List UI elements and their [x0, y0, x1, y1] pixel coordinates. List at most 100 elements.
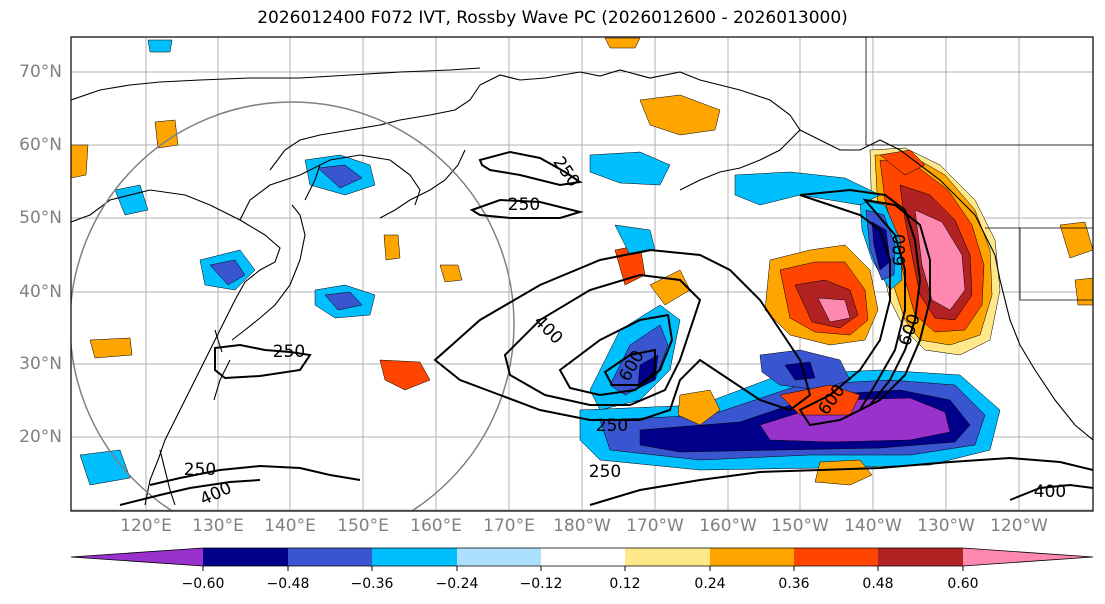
negative-anomaly — [871, 221, 891, 271]
negative-anomaly — [637, 354, 659, 389]
colorbar-tick-label: 0.24 — [694, 576, 726, 592]
map-frame — [70, 36, 1094, 512]
negative-anomaly — [734, 171, 881, 206]
colorbar-segment — [794, 548, 878, 566]
colorbar-tick-label: 0.36 — [778, 576, 810, 592]
coastline — [269, 84, 481, 171]
longitude-label: 130°W — [917, 516, 975, 536]
colorbar-tick-label: −0.24 — [435, 576, 479, 592]
ivt-contour-line — [469, 198, 584, 219]
negative-anomaly — [147, 39, 173, 53]
longitude-label: 170°E — [483, 516, 535, 536]
colorbar-tick-label: −0.60 — [181, 576, 225, 592]
coastline — [479, 69, 801, 131]
ivt-contour-line — [478, 150, 583, 187]
colorbar-tick-label: −0.48 — [266, 576, 310, 592]
coastlines — [71, 37, 1093, 506]
positive-anomaly — [677, 389, 721, 426]
figure-title: 2026012400 F072 IVT, Rossby Wave PC (202… — [257, 8, 848, 28]
coastline — [679, 129, 801, 191]
contour-label: 250 — [508, 195, 540, 215]
positive-anomaly — [817, 297, 851, 323]
longitude-label: 120°E — [120, 516, 172, 536]
colorbar-segment — [288, 548, 372, 566]
coastline — [71, 67, 481, 101]
ivt-contour-line — [589, 456, 1093, 506]
contour-label: 400 — [1034, 482, 1066, 502]
ivt-contour-line — [214, 343, 312, 380]
colorbar-segment — [625, 548, 710, 566]
colorbar-tick-label: 0.48 — [862, 576, 894, 592]
ivt-contour-line — [1009, 483, 1093, 501]
longitude-label: 130°E — [192, 516, 244, 536]
positive-anomaly — [71, 144, 89, 179]
positive-anomaly — [89, 337, 133, 359]
political-border — [1019, 228, 1093, 301]
ivt-contour-line — [119, 479, 261, 506]
longitude-label: 150°W — [771, 516, 829, 536]
negative-anomaly — [324, 291, 363, 311]
colorbar-segment — [203, 548, 288, 566]
longitude-label: 150°E — [337, 516, 389, 536]
colorbar-tick-label: 0.12 — [609, 576, 641, 592]
colorbar-segment — [372, 548, 457, 566]
colorbar-segment — [878, 548, 963, 566]
longitude-label: 160°W — [699, 516, 757, 536]
positive-anomaly — [879, 149, 926, 176]
colorbar-segment — [963, 548, 1093, 566]
ivt-contour-line — [149, 464, 361, 486]
positive-anomaly — [439, 264, 463, 283]
rossby-wave-shading — [71, 37, 1093, 486]
contour-label: 250 — [184, 460, 216, 480]
ivt-contour-line — [798, 188, 922, 427]
colorbar-segment — [710, 548, 794, 566]
coastline — [304, 164, 321, 201]
colorbar-tick-label: 0.60 — [947, 576, 979, 592]
positive-anomaly — [1074, 277, 1093, 306]
ivt-contour-line — [603, 348, 656, 386]
ivt-contours — [119, 150, 1093, 506]
coastline — [71, 189, 281, 506]
colorbar-segment — [457, 548, 541, 566]
positive-anomaly — [604, 37, 641, 49]
longitude-label: 140°E — [264, 516, 316, 536]
latitude-label: 30°N — [19, 354, 62, 374]
negative-anomaly — [209, 259, 246, 286]
longitude-label: 120°W — [990, 516, 1048, 536]
colorbar-segment — [541, 548, 625, 566]
coastline — [213, 359, 231, 401]
coastline — [239, 154, 421, 221]
positive-anomaly — [639, 94, 721, 136]
longitude-label: 140°W — [844, 516, 902, 536]
coastline — [799, 129, 1093, 441]
positive-anomaly — [379, 359, 431, 391]
negative-anomaly — [79, 449, 131, 486]
positive-anomaly — [383, 234, 401, 261]
latitude-label: 40°N — [19, 282, 62, 302]
longitude-label: 170°W — [626, 516, 684, 536]
ivt-contour-line — [857, 198, 931, 413]
contour-label: 600 — [890, 234, 910, 266]
colorbar-segment — [71, 548, 203, 566]
contour-label: 250 — [589, 462, 621, 482]
coastline — [231, 204, 306, 341]
contour-label: 250 — [273, 342, 305, 362]
ivt-contour-line — [503, 273, 702, 406]
political-border — [865, 37, 1093, 146]
positive-anomaly — [814, 459, 873, 486]
negative-anomaly — [317, 164, 363, 189]
latitude-label: 70°N — [19, 62, 62, 82]
latitude-label: 20°N — [19, 427, 62, 447]
negative-anomaly — [759, 397, 951, 443]
positive-anomaly — [914, 209, 966, 311]
positive-anomaly — [154, 119, 179, 149]
positive-anomaly — [1059, 221, 1093, 259]
colorbar-tick-label: −0.12 — [519, 576, 563, 592]
gray-circle — [71, 101, 515, 511]
ivt-contour-line — [433, 248, 812, 421]
ivt-contour-line — [558, 313, 674, 397]
longitude-label: 160°E — [410, 516, 462, 536]
coastline — [379, 149, 466, 219]
negative-anomaly — [589, 151, 671, 186]
